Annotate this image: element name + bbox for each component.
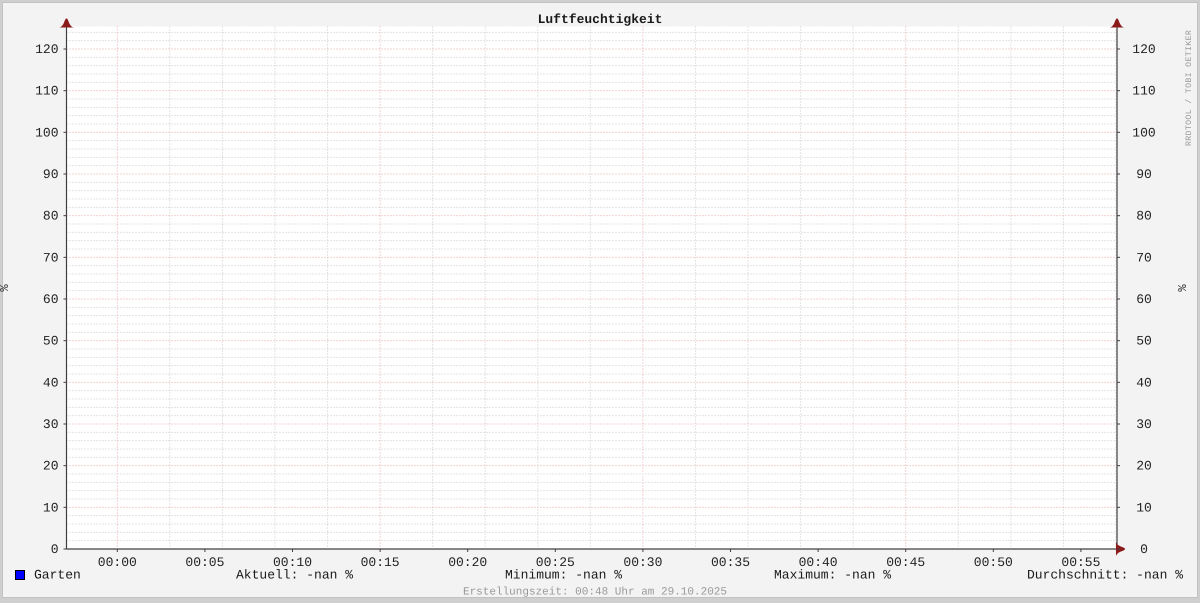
- svg-text:20: 20: [1136, 459, 1152, 474]
- svg-text:30: 30: [1136, 417, 1152, 432]
- svg-text:10: 10: [43, 500, 59, 515]
- svg-text:70: 70: [1136, 250, 1152, 265]
- svg-text:Durchschnitt: -nan %: Durchschnitt: -nan %: [1027, 568, 1183, 583]
- svg-text:100: 100: [1132, 125, 1155, 140]
- svg-text:110: 110: [35, 84, 58, 99]
- svg-text:00:20: 00:20: [448, 555, 487, 570]
- svg-text:00:15: 00:15: [361, 555, 400, 570]
- svg-text:00:45: 00:45: [886, 555, 925, 570]
- svg-text:90: 90: [1136, 167, 1152, 182]
- svg-text:60: 60: [1136, 292, 1152, 307]
- svg-text:50: 50: [43, 334, 59, 349]
- svg-text:00:35: 00:35: [711, 555, 750, 570]
- svg-text:70: 70: [43, 250, 59, 265]
- svg-text:50: 50: [1136, 334, 1152, 349]
- svg-text:100: 100: [35, 125, 58, 140]
- svg-text:%: %: [0, 284, 12, 292]
- svg-text:0: 0: [1140, 542, 1148, 557]
- svg-text:Minimum: -nan %: Minimum: -nan %: [505, 568, 622, 583]
- svg-text:30: 30: [43, 417, 59, 432]
- svg-text:%: %: [1176, 284, 1190, 292]
- svg-text:00:00: 00:00: [98, 555, 137, 570]
- svg-text:Erstellungszeit: 00:48 Uhr am: Erstellungszeit: 00:48 Uhr am 29.10.2025: [463, 587, 727, 599]
- svg-text:120: 120: [35, 42, 58, 57]
- svg-text:40: 40: [1136, 375, 1152, 390]
- svg-text:Aktuell: -nan %: Aktuell: -nan %: [236, 568, 353, 583]
- svg-text:60: 60: [43, 292, 59, 307]
- svg-text:90: 90: [43, 167, 59, 182]
- svg-text:Garten: Garten: [34, 568, 81, 583]
- svg-text:00:05: 00:05: [185, 555, 224, 570]
- svg-text:00:50: 00:50: [974, 555, 1013, 570]
- svg-text:00:30: 00:30: [623, 555, 662, 570]
- svg-text:20: 20: [43, 459, 59, 474]
- svg-text:Maximum: -nan %: Maximum: -nan %: [774, 568, 891, 583]
- svg-text:10: 10: [1136, 500, 1152, 515]
- svg-text:RRDTOOL / TOBI OETIKER: RRDTOOL / TOBI OETIKER: [1184, 30, 1194, 146]
- svg-text:110: 110: [1132, 84, 1155, 99]
- svg-text:80: 80: [43, 209, 59, 224]
- svg-text:120: 120: [1132, 42, 1155, 57]
- svg-text:80: 80: [1136, 209, 1152, 224]
- svg-text:40: 40: [43, 375, 59, 390]
- svg-text:0: 0: [51, 542, 59, 557]
